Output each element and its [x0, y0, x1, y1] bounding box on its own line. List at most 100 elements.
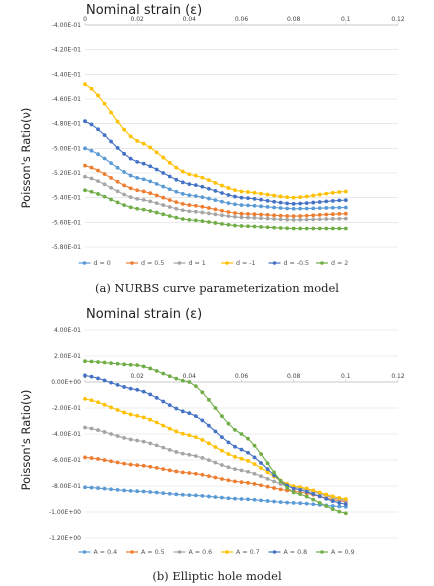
data-point [109, 405, 113, 410]
chart-b-series-6 [83, 359, 348, 516]
data-point [337, 190, 342, 194]
legend-item: A = 0.8 [268, 549, 308, 556]
data-point [285, 500, 290, 505]
data-point [311, 502, 316, 507]
data-point [226, 465, 231, 470]
data-point [174, 206, 179, 211]
data-point [324, 226, 329, 231]
chart-b-y-axis-title: Poisson's Ratio(ν) [19, 390, 33, 491]
data-point [324, 206, 329, 210]
data-point [252, 471, 257, 476]
data-point [259, 474, 263, 479]
data-point [207, 441, 211, 446]
data-point [115, 189, 120, 194]
data-point [343, 497, 348, 501]
chart-a-series-4 [83, 82, 348, 200]
data-point [304, 494, 309, 499]
data-point [122, 170, 127, 174]
data-point [128, 412, 133, 417]
data-point [213, 198, 218, 203]
y-tick-label: -8.00E-01 [52, 483, 81, 490]
data-point [122, 461, 127, 466]
data-point [128, 362, 133, 367]
data-point [187, 209, 192, 214]
data-point [304, 486, 309, 491]
data-point [96, 486, 100, 490]
data-point [174, 200, 179, 205]
data-point [291, 486, 296, 491]
data-point [246, 497, 250, 502]
data-point [89, 176, 94, 181]
data-point [148, 441, 153, 446]
data-point [102, 101, 107, 106]
legend-label: A = 0.8 [284, 549, 308, 556]
data-point [207, 206, 211, 210]
data-point [233, 454, 237, 459]
chart-a-series-line [84, 83, 346, 199]
data-point [115, 146, 120, 150]
data-point [226, 421, 231, 426]
data-point [343, 511, 348, 516]
chart-a: Nominal strain (ε) Poisson's Ratio(ν) -4… [19, 3, 405, 295]
data-point [272, 217, 276, 221]
y-tick-label: -4.80E-01 [52, 121, 81, 128]
data-point [115, 408, 120, 412]
data-point [239, 432, 244, 436]
data-point [115, 165, 120, 170]
data-point [102, 430, 107, 434]
data-point [207, 458, 211, 463]
data-point [337, 205, 342, 210]
chart-a-caption: (a) NURBS curve parameterization model [95, 281, 339, 295]
data-point [337, 198, 342, 203]
data-point [174, 189, 179, 194]
data-point [96, 376, 100, 381]
data-point [122, 362, 127, 367]
data-point [148, 191, 153, 196]
data-point [102, 360, 107, 365]
data-point [200, 219, 205, 223]
data-point [226, 193, 231, 197]
chart-a-series-3 [83, 174, 348, 222]
data-point [109, 176, 113, 180]
data-point [278, 478, 283, 483]
data-point [246, 215, 250, 220]
data-point [337, 504, 342, 509]
legend-label: d = 1 [189, 260, 206, 267]
data-point [115, 460, 120, 465]
data-point [207, 196, 211, 201]
data-point [200, 195, 205, 200]
data-point [311, 193, 316, 198]
data-point [272, 205, 276, 210]
data-point [233, 427, 237, 432]
data-point [180, 492, 185, 497]
data-point [187, 203, 192, 207]
data-point [200, 175, 205, 180]
data-point [83, 174, 87, 179]
data-point [337, 226, 342, 231]
data-point [180, 180, 185, 185]
data-point [180, 201, 185, 206]
legend-item: d = 2 [316, 260, 348, 267]
data-point [272, 499, 276, 504]
data-point [233, 202, 237, 207]
data-point [154, 201, 159, 206]
data-point [265, 205, 270, 209]
data-point [298, 206, 303, 211]
data-point [285, 214, 290, 218]
data-point [285, 217, 290, 222]
data-point [337, 496, 342, 500]
data-point [272, 470, 276, 475]
data-point [330, 494, 335, 499]
data-point [148, 209, 153, 213]
data-point [278, 194, 283, 199]
data-point [148, 417, 153, 422]
data-point [213, 460, 218, 465]
data-point [220, 495, 224, 500]
legend-label: A = 0.4 [94, 549, 118, 556]
data-point [252, 224, 257, 229]
data-point [298, 217, 303, 222]
data-point [200, 456, 205, 460]
data-point [102, 156, 107, 161]
data-point [102, 458, 107, 462]
data-point [246, 203, 250, 208]
